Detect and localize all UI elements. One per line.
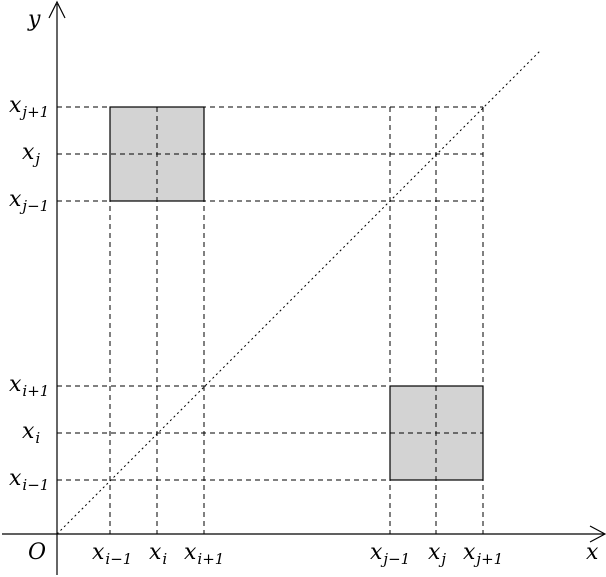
x-tick-label-base: x xyxy=(92,540,105,565)
x-tick-label: xj xyxy=(428,540,446,568)
origin-label: O xyxy=(28,540,46,565)
x-tick-label-base: x xyxy=(463,540,476,565)
y-tick-label-subscript: i−1 xyxy=(22,476,49,494)
y-tick-label-base: x xyxy=(9,466,22,491)
x-tick-label-subscript: j xyxy=(438,550,446,568)
x-axis-arrow xyxy=(589,525,606,543)
y-tick-label-subscript: j−1 xyxy=(19,197,49,215)
y-axis-arrow xyxy=(48,0,66,19)
x-tick-label-subscript: i−1 xyxy=(105,550,132,568)
y-tick-label: xj xyxy=(22,140,40,168)
y-tick-label-base: x xyxy=(9,187,22,212)
y-tick-label: xj+1 xyxy=(9,93,49,121)
x-tick-label-subscript: j+1 xyxy=(473,550,503,568)
x-tick-label-base: x xyxy=(428,540,441,565)
x-tick-label: xi+1 xyxy=(184,540,224,568)
y-axis-label: y xyxy=(27,7,41,32)
x-tick-label: xi xyxy=(149,540,167,568)
y-tick-label: xi+1 xyxy=(9,372,49,400)
x-tick-label-base: x xyxy=(370,540,383,565)
x-tick-label-base: x xyxy=(184,540,197,565)
y-tick-label: xi xyxy=(22,419,40,447)
y-tick-label-subscript: j+1 xyxy=(19,103,49,121)
x-tick-labels: xi−1 xi xi+1 xj−1 xj xj+1 xyxy=(92,540,503,568)
y-tick-label: xj−1 xyxy=(9,187,49,215)
y-tick-label-base: x xyxy=(9,372,22,397)
x-tick-label-subscript: i xyxy=(162,550,167,568)
x-tick-label: xi−1 xyxy=(92,540,132,568)
x-tick-label-base: x xyxy=(149,540,162,565)
y-tick-label-subscript: i xyxy=(35,429,40,447)
y-tick-label: xi−1 xyxy=(9,466,49,494)
y-tick-label-base: x xyxy=(22,140,35,165)
diagonal-line xyxy=(56,49,542,535)
x-tick-label-subscript: j−1 xyxy=(380,550,410,568)
y-tick-label-base: x xyxy=(22,419,35,444)
x-tick-label: xj+1 xyxy=(463,540,503,568)
x-axis-label: x xyxy=(586,540,599,565)
x-tick-label: xj−1 xyxy=(370,540,410,568)
y-tick-label-subscript: j xyxy=(32,150,40,168)
y-tick-label-subscript: i+1 xyxy=(22,382,49,400)
y-tick-label-base: x xyxy=(9,93,22,118)
x-tick-label-subscript: i+1 xyxy=(197,550,224,568)
